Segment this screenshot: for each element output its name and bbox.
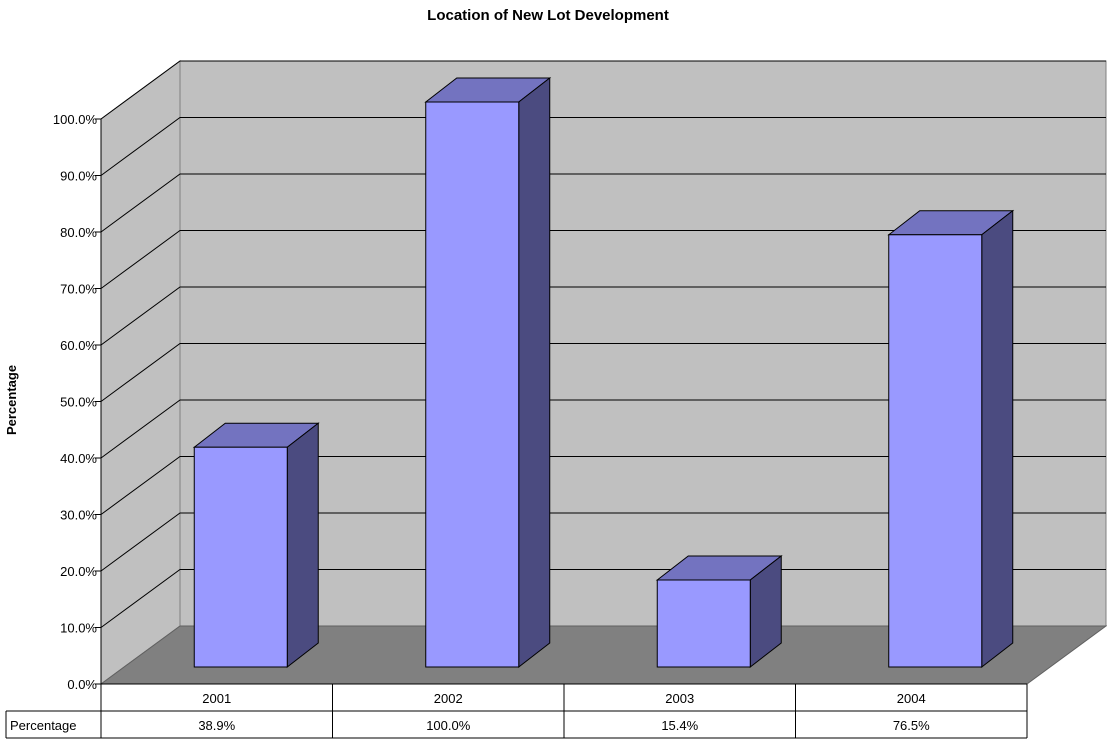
gridline: [100, 399, 1106, 459]
bar: [192, 422, 320, 669]
x-category-label: 2003: [665, 691, 694, 706]
bar-front: [888, 234, 983, 668]
gridline: [100, 512, 1106, 572]
table-series-label: Percentage: [10, 718, 77, 733]
x-category-label: 2004: [897, 691, 926, 706]
y-tick-label: 90.0%: [60, 169, 97, 184]
gridline: [100, 569, 1106, 628]
y-axis-label: Percentage: [4, 365, 19, 435]
y-tick-label: 60.0%: [60, 338, 97, 353]
y-tick-label: 30.0%: [60, 508, 97, 523]
bar-front: [425, 101, 520, 668]
bar-front: [656, 579, 751, 668]
bar: [655, 554, 783, 669]
gridline: [100, 286, 1106, 346]
y-axis: 0.0% 10.0% 20.0% 30.0% 40.0% 50.0% 60.0% 70.0% 8…: [53, 112, 102, 692]
data-label: 76.5%: [893, 718, 930, 733]
y-tick-label: 20.0%: [60, 564, 97, 579]
x-category-label: 2002: [434, 691, 463, 706]
gridline: [100, 230, 1106, 289]
bar: [887, 209, 1015, 669]
bar: [424, 76, 552, 669]
y-tick-label: 80.0%: [60, 225, 97, 240]
data-label: 15.4%: [661, 718, 698, 733]
bar-side: [518, 76, 551, 669]
y-tick-label: 40.0%: [60, 451, 97, 466]
y-tick-label: 0.0%: [67, 677, 97, 692]
y-tick-label: 100.0%: [53, 112, 98, 127]
y-tick-label: 50.0%: [60, 395, 97, 410]
gridline: [100, 456, 1106, 515]
chart-title: Location of New Lot Development: [427, 7, 669, 24]
y-tick-label: 70.0%: [60, 282, 97, 297]
bar-front: [193, 446, 288, 668]
data-label: 100.0%: [426, 718, 471, 733]
gridline: [100, 117, 1106, 176]
gridline: [100, 60, 1106, 120]
gridlines: [100, 60, 1106, 628]
bars: [192, 76, 1015, 669]
x-category-label: 2001: [202, 691, 231, 706]
data-label: 38.9%: [198, 718, 235, 733]
y-tick-label: 10.0%: [60, 621, 97, 636]
gridline: [100, 343, 1106, 402]
data-table: Percentage 2001 38.9% 2002 100.0% 2003 15.4% 20…: [5, 683, 1028, 739]
bar-side: [286, 422, 319, 669]
gridline: [100, 173, 1106, 233]
bar-side: [981, 209, 1014, 669]
